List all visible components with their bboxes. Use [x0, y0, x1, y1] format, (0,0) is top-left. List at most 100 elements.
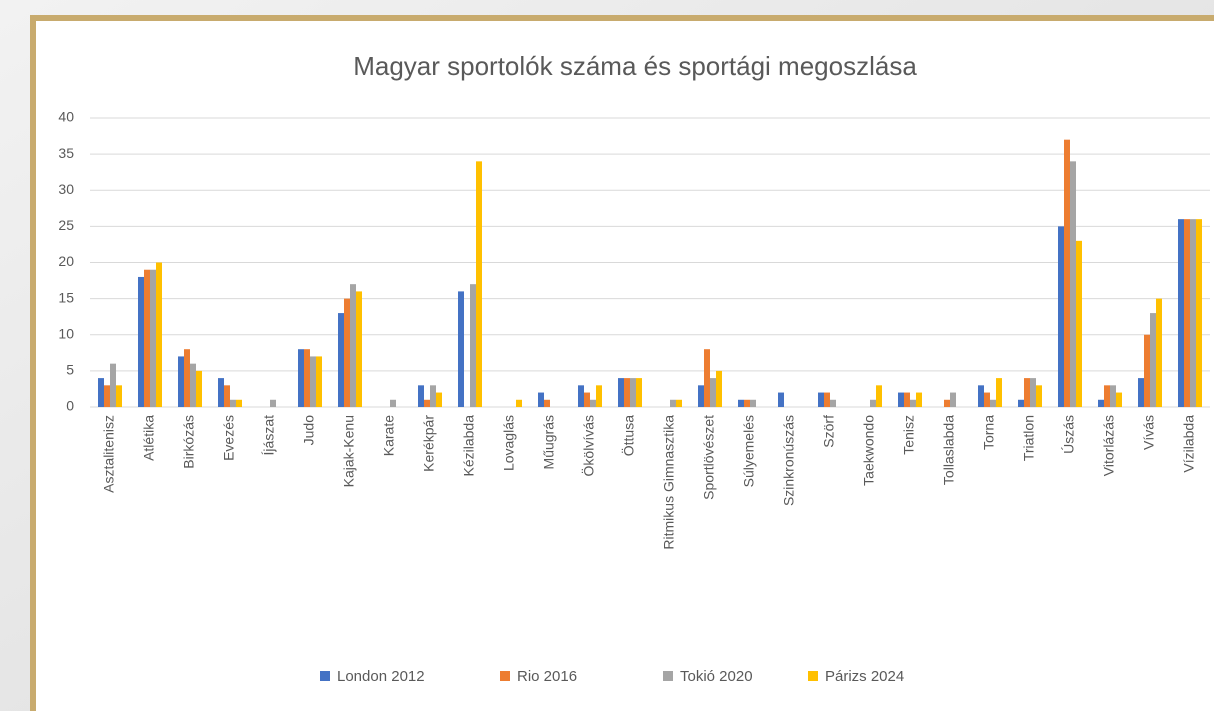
- bar: [1018, 399, 1024, 407]
- x-tick-label: Torna: [981, 415, 997, 450]
- bar: [150, 269, 156, 407]
- x-tick-label: Birkózás: [181, 415, 197, 469]
- bar: [104, 385, 110, 407]
- y-tick-label: 40: [58, 109, 74, 125]
- legend-swatch: [320, 671, 330, 681]
- bar: [196, 370, 202, 407]
- x-tick-label: Öttusa: [620, 415, 637, 456]
- bar: [1156, 298, 1162, 407]
- legend-label: Tokió 2020: [680, 668, 753, 685]
- bar: [310, 356, 316, 407]
- x-tick-label: Szörf: [821, 415, 837, 448]
- bar: [630, 378, 636, 407]
- bar: [316, 356, 322, 407]
- bar: [1178, 219, 1184, 407]
- bar: [916, 392, 922, 407]
- bar: [1104, 385, 1110, 407]
- bar: [716, 370, 722, 407]
- bar: [910, 399, 916, 407]
- x-tick-label: Úszás: [1061, 415, 1077, 454]
- bar: [98, 378, 104, 407]
- x-tick-label: Taekwondo: [861, 415, 877, 486]
- bar: [990, 399, 996, 407]
- bar: [1190, 219, 1196, 407]
- bar: [744, 399, 750, 407]
- x-tick-label: Tollaslabda: [941, 415, 957, 485]
- bar: [738, 399, 744, 407]
- bar: [1196, 219, 1202, 407]
- bar: [1138, 378, 1144, 407]
- bar: [538, 392, 544, 407]
- bar: [1036, 385, 1042, 407]
- bar: [516, 399, 522, 407]
- bar: [676, 399, 682, 407]
- bar: [230, 399, 236, 407]
- bar: [304, 349, 310, 407]
- bar: [476, 161, 482, 407]
- bar: [430, 385, 436, 407]
- bar: [356, 291, 362, 407]
- bar: [1150, 313, 1156, 407]
- x-tick-label: Atlétika: [141, 415, 157, 461]
- x-tick-label: Ökölvívás: [580, 415, 597, 476]
- bar: [984, 392, 990, 407]
- bar: [458, 291, 464, 407]
- bar: [778, 392, 784, 407]
- x-tick-label: Ritmikus Gimnasztika: [661, 415, 677, 550]
- bar: [1058, 226, 1064, 407]
- bar: [876, 385, 882, 407]
- bar: [636, 378, 642, 407]
- y-tick-label: 15: [58, 289, 74, 305]
- bar: [544, 399, 550, 407]
- bar: [624, 378, 630, 407]
- bar: [224, 385, 230, 407]
- bar: [1030, 378, 1036, 407]
- legend-label: London 2012: [337, 668, 425, 685]
- x-tick-label: Íjászat: [261, 415, 277, 456]
- bar: [750, 399, 756, 407]
- bar: [1024, 378, 1030, 407]
- x-tick-label: Lovaglás: [501, 415, 517, 471]
- bar: [184, 349, 190, 407]
- x-tick-label: Vitorlázás: [1101, 415, 1117, 476]
- x-tick-label: Műugrás: [541, 415, 557, 469]
- bar: [436, 392, 442, 407]
- bar: [470, 284, 476, 407]
- y-tick-label: 30: [58, 181, 74, 197]
- bar: [578, 385, 584, 407]
- legend-swatch: [808, 671, 818, 681]
- chart-title: Magyar sportolók száma és sportági megos…: [353, 51, 917, 81]
- bar: [1184, 219, 1190, 407]
- bar: [190, 363, 196, 407]
- bar: [116, 385, 122, 407]
- x-tick-label: Tenisz: [901, 415, 917, 455]
- bar: [698, 385, 704, 407]
- bar: [156, 262, 162, 407]
- bar: [704, 349, 710, 407]
- bar: [978, 385, 984, 407]
- bar: [338, 313, 344, 407]
- bar: [178, 356, 184, 407]
- x-tick-label: Judo: [301, 415, 317, 446]
- x-tick-label: Karate: [381, 415, 397, 456]
- bar: [1070, 161, 1076, 407]
- bar: [110, 363, 116, 407]
- x-tick-label: Sportlövészet: [701, 415, 717, 500]
- bar: [618, 378, 624, 407]
- bar: [236, 399, 242, 407]
- x-tick-label: Kajak-Kenu: [341, 415, 357, 487]
- x-tick-label: Vízilabda: [1181, 415, 1197, 473]
- y-tick-label: 20: [58, 253, 74, 269]
- bar: [904, 392, 910, 407]
- x-tick-label: Kézilabda: [461, 415, 477, 477]
- bar: [344, 298, 350, 407]
- bar: [870, 399, 876, 407]
- legend-swatch: [663, 671, 673, 681]
- bar: [218, 378, 224, 407]
- legend-label: Rio 2016: [517, 668, 577, 685]
- bar: [818, 392, 824, 407]
- legend-swatch: [500, 671, 510, 681]
- bar: [1064, 139, 1070, 408]
- x-tick-label: Evezés: [221, 415, 237, 461]
